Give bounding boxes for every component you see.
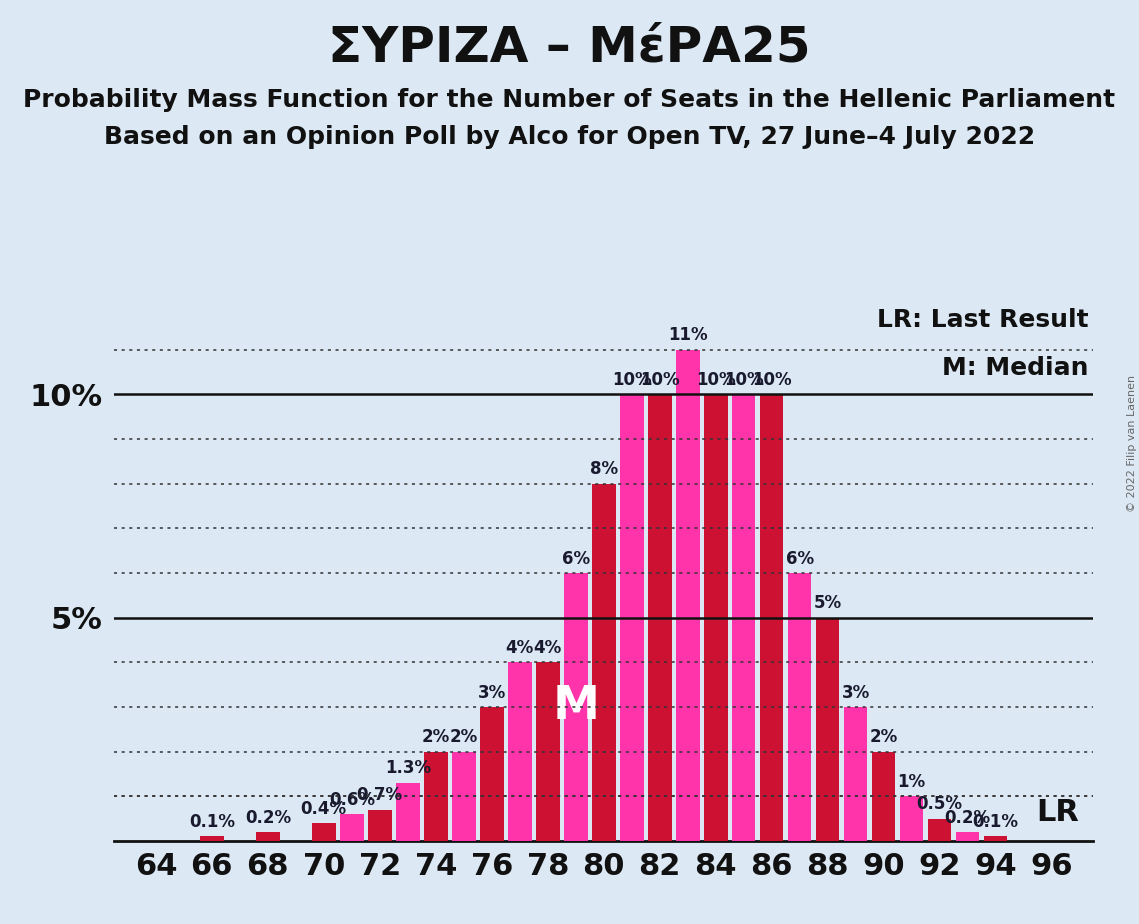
Bar [844,707,868,841]
Text: 4%: 4% [533,638,562,657]
Text: 0.6%: 0.6% [329,791,375,808]
Bar [564,573,588,841]
Bar [620,395,644,841]
Text: M: Median: M: Median [942,356,1089,380]
Bar [871,751,895,841]
Text: Probability Mass Function for the Number of Seats in the Hellenic Parliament: Probability Mass Function for the Number… [24,88,1115,112]
Text: 2%: 2% [421,728,450,747]
Bar [312,823,336,841]
Bar [927,819,951,841]
Bar [648,395,672,841]
Text: 10%: 10% [696,371,736,389]
Text: Based on an Opinion Poll by Alco for Open TV, 27 June–4 July 2022: Based on an Opinion Poll by Alco for Ope… [104,125,1035,149]
Bar [900,796,924,841]
Text: 6%: 6% [786,550,813,567]
Text: 0.1%: 0.1% [189,813,235,831]
Bar [788,573,811,841]
Text: LR: LR [1035,798,1079,827]
Bar [704,395,728,841]
Bar [592,483,615,841]
Bar [424,751,448,841]
Bar [452,751,476,841]
Bar [535,663,559,841]
Bar [508,663,532,841]
Text: 0.1%: 0.1% [973,813,1018,831]
Text: 4%: 4% [506,638,534,657]
Text: 3%: 3% [477,684,506,701]
Text: 2%: 2% [869,728,898,747]
Text: 0.2%: 0.2% [944,808,991,827]
Text: 10%: 10% [640,371,680,389]
Text: 0.5%: 0.5% [917,796,962,813]
Text: 1.3%: 1.3% [385,760,431,777]
Bar [816,617,839,841]
Bar [984,836,1007,841]
Text: 11%: 11% [667,326,707,345]
Text: 5%: 5% [813,594,842,613]
Bar [200,836,223,841]
Text: 3%: 3% [842,684,870,701]
Bar [956,832,980,841]
Text: © 2022 Filip van Laenen: © 2022 Filip van Laenen [1126,375,1137,512]
Text: 8%: 8% [590,460,617,479]
Text: 2%: 2% [450,728,478,747]
Text: 10%: 10% [723,371,763,389]
Text: ΣΥΡΙΖΑ – ΜέΡΑ25: ΣΥΡΙΖΑ – ΜέΡΑ25 [328,23,811,71]
Text: LR: Last Result: LR: Last Result [877,308,1089,332]
Bar [256,832,280,841]
Text: 10%: 10% [752,371,792,389]
Bar [731,395,755,841]
Bar [760,395,784,841]
Bar [396,783,419,841]
Text: 0.2%: 0.2% [245,808,290,827]
Bar [339,814,363,841]
Bar [368,809,392,841]
Text: M: M [552,685,599,729]
Text: 10%: 10% [612,371,652,389]
Text: 1%: 1% [898,772,926,791]
Text: 6%: 6% [562,550,590,567]
Text: 0.7%: 0.7% [357,786,403,804]
Bar [480,707,503,841]
Bar [675,349,699,841]
Text: 0.4%: 0.4% [301,799,347,818]
